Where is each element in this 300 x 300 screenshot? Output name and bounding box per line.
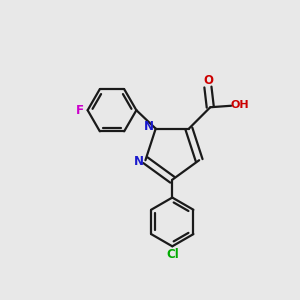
Text: N: N (134, 155, 144, 168)
Text: F: F (76, 104, 84, 117)
Text: OH: OH (231, 100, 249, 110)
Text: N: N (144, 120, 154, 133)
Text: O: O (203, 74, 213, 87)
Text: Cl: Cl (166, 248, 179, 261)
